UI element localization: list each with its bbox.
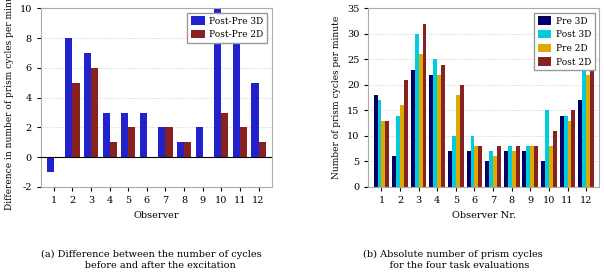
Bar	[240, 127, 247, 157]
Bar	[582, 70, 586, 187]
Text: (b) Absolute number of prism cycles
    for the four task evaluations: (b) Absolute number of prism cycles for …	[363, 250, 543, 270]
Bar	[392, 156, 396, 187]
Y-axis label: Number of prism cycles per minute: Number of prism cycles per minute	[332, 16, 341, 179]
Bar	[65, 38, 72, 157]
Bar	[441, 65, 445, 187]
Bar	[419, 54, 423, 187]
Bar	[121, 112, 128, 157]
Bar	[259, 142, 266, 157]
Bar	[110, 142, 117, 157]
Bar	[374, 95, 378, 187]
Bar	[467, 151, 471, 187]
Bar	[541, 161, 545, 187]
Bar	[456, 95, 460, 187]
Bar	[429, 75, 433, 187]
Bar	[571, 111, 576, 187]
Bar	[251, 83, 259, 157]
Text: (a) Difference between the number of cycles
      before and after the excitatio: (a) Difference between the number of cyc…	[40, 250, 262, 270]
X-axis label: Observer: Observer	[133, 211, 179, 219]
Bar	[448, 151, 452, 187]
Bar	[415, 34, 419, 187]
Bar	[382, 121, 385, 187]
Bar	[221, 112, 228, 157]
Bar	[233, 23, 240, 157]
Bar	[437, 75, 441, 187]
Bar	[47, 157, 54, 172]
Bar	[378, 100, 382, 187]
Bar	[196, 127, 203, 157]
Bar	[433, 59, 437, 187]
Bar	[549, 146, 553, 187]
Bar	[568, 121, 571, 187]
Bar	[471, 136, 475, 187]
Bar	[530, 146, 534, 187]
Bar	[400, 105, 404, 187]
Bar	[586, 75, 590, 187]
Bar	[165, 127, 173, 157]
Bar	[214, 8, 221, 157]
Bar	[72, 83, 80, 157]
Legend: Post-Pre 3D, Post-Pre 2D: Post-Pre 3D, Post-Pre 2D	[187, 13, 267, 43]
Bar	[452, 136, 456, 187]
Bar	[103, 112, 110, 157]
Bar	[84, 53, 91, 157]
X-axis label: Observer Nr.: Observer Nr.	[452, 211, 516, 219]
Bar	[578, 100, 582, 187]
Bar	[411, 70, 415, 187]
Bar	[534, 146, 538, 187]
Bar	[508, 146, 512, 187]
Bar	[485, 161, 489, 187]
Bar	[545, 111, 549, 187]
Bar	[385, 121, 389, 187]
Bar	[527, 146, 530, 187]
Bar	[128, 127, 135, 157]
Bar	[553, 131, 557, 187]
Bar	[522, 151, 527, 187]
Bar	[460, 85, 464, 187]
Bar	[177, 142, 184, 157]
Bar	[504, 151, 508, 187]
Bar	[489, 151, 493, 187]
Bar	[493, 156, 497, 187]
Bar	[475, 146, 478, 187]
Bar	[423, 24, 426, 187]
Bar	[590, 70, 594, 187]
Legend: Pre 3D, Post 3D, Pre 2D, Post 2D: Pre 3D, Post 3D, Pre 2D, Post 2D	[534, 13, 594, 70]
Bar	[91, 68, 98, 157]
Bar	[396, 116, 400, 187]
Bar	[184, 142, 191, 157]
Bar	[478, 146, 483, 187]
Bar	[404, 80, 408, 187]
Bar	[564, 116, 568, 187]
Bar	[516, 146, 519, 187]
Bar	[140, 112, 147, 157]
Bar	[497, 146, 501, 187]
Bar	[560, 116, 564, 187]
Bar	[512, 151, 516, 187]
Y-axis label: Difference in number of prism cycles per minute: Difference in number of prism cycles per…	[5, 0, 14, 210]
Bar	[158, 127, 165, 157]
